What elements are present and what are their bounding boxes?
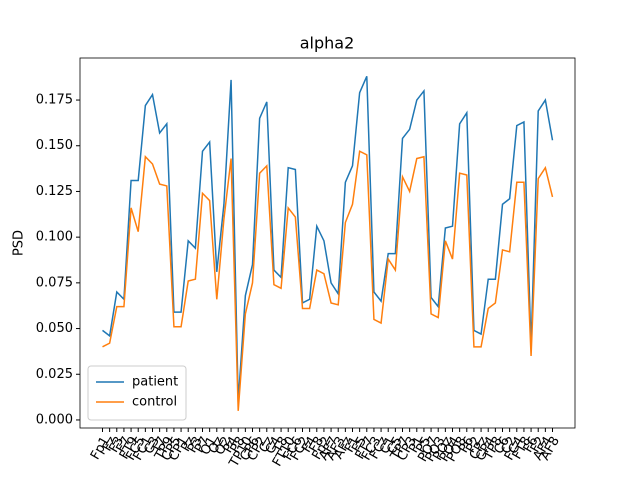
x-tick-label: F7 xyxy=(114,434,135,455)
y-tick-label: 0.000 xyxy=(36,412,73,427)
series-line xyxy=(102,75,554,402)
y-tick-label: 0.050 xyxy=(36,321,73,336)
x-tick-label: F2 xyxy=(528,434,549,455)
y-tick-label: 0.075 xyxy=(36,275,73,290)
x-tick-label: P1 xyxy=(406,434,427,455)
x-tick-label: Pz xyxy=(178,434,198,454)
x-tick-label: F6 xyxy=(521,434,542,455)
x-tick-label: F8 xyxy=(306,434,327,455)
y-tick-label: 0.025 xyxy=(36,367,73,382)
x-tick-label: F4 xyxy=(299,434,320,455)
series-line xyxy=(102,150,554,411)
y-tick-label: 0.125 xyxy=(36,184,73,199)
y-tick-label: 0.175 xyxy=(36,93,73,108)
legend-label: patient xyxy=(132,375,178,390)
x-tick-label: F3 xyxy=(106,434,127,455)
plot-frame xyxy=(79,57,576,429)
x-tick-label: P6 xyxy=(456,434,477,455)
x-tick-label: P2 xyxy=(463,434,484,455)
x-tick-label: P5 xyxy=(413,434,434,455)
y-tick-label: 0.150 xyxy=(36,138,73,153)
x-tick-label: Fz xyxy=(100,434,120,454)
x-tick-label: P4 xyxy=(221,434,242,455)
x-tick-label: P3 xyxy=(185,434,206,455)
legend-box xyxy=(87,365,187,421)
legend: patient control xyxy=(87,365,187,421)
x-tick-label: Cz xyxy=(256,434,277,455)
legend-label: control xyxy=(132,395,177,410)
x-tick-label: P8 xyxy=(228,434,249,455)
x-tick-label: F1 xyxy=(342,434,363,455)
x-tick-label: Oz xyxy=(206,434,228,456)
x-tick-label: F5 xyxy=(349,434,370,455)
y-tick-label: 0.100 xyxy=(36,230,73,245)
x-tick-label: T8 xyxy=(270,434,292,456)
x-tick-label: T7 xyxy=(149,434,171,456)
x-tick-label: P7 xyxy=(192,434,213,455)
chart-title: alpha2 xyxy=(300,34,355,53)
y-axis-label: PSD xyxy=(12,230,27,256)
